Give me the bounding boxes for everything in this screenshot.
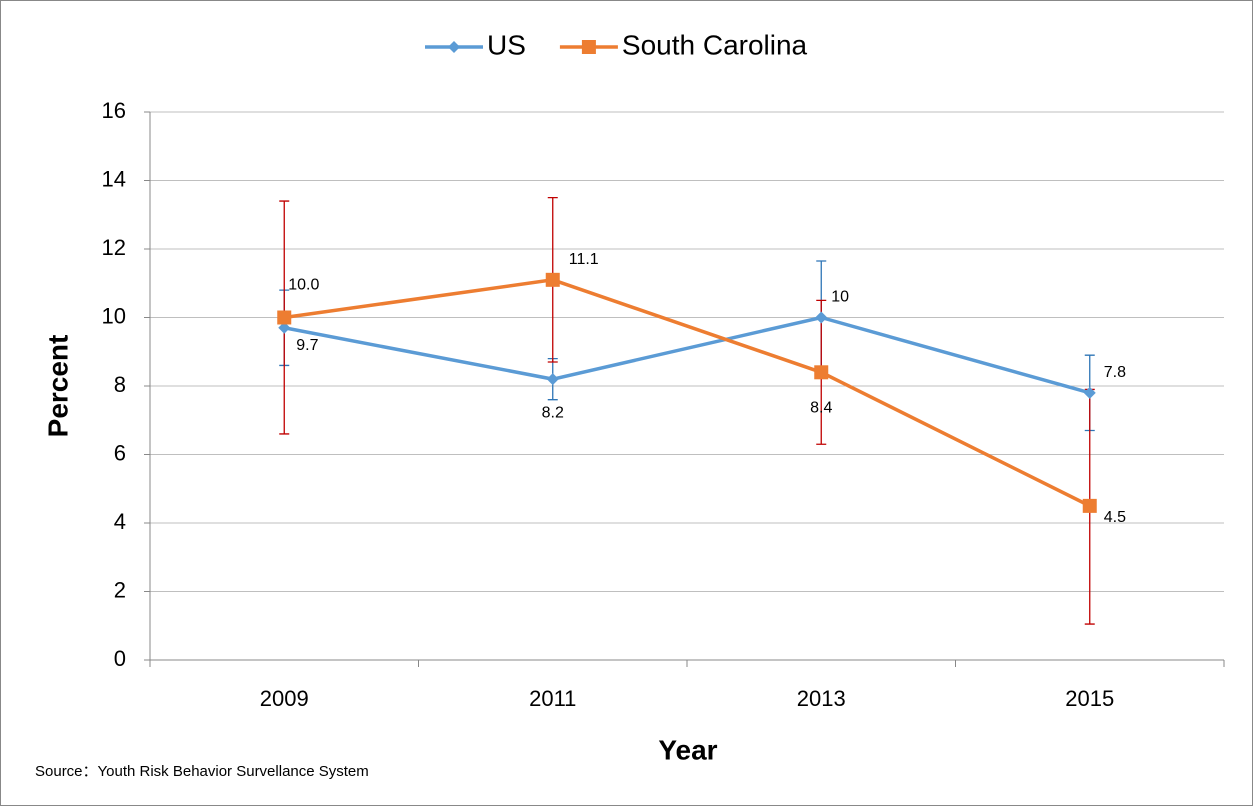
y-tick-label: 2 — [114, 577, 126, 602]
data-label: 11.1 — [569, 251, 599, 268]
y-tick-label: 8 — [114, 372, 126, 397]
x-tick-label: 2011 — [529, 686, 576, 711]
marker — [581, 40, 596, 54]
y-tick-label: 14 — [102, 166, 126, 191]
marker — [448, 41, 460, 53]
y-tick-label: 0 — [114, 646, 126, 671]
y-tick-label: 10 — [102, 303, 126, 328]
marker — [278, 321, 291, 334]
data-label: 10.0 — [288, 277, 319, 294]
marker — [545, 272, 560, 287]
marker — [546, 373, 559, 386]
data-label: 8.2 — [542, 404, 564, 421]
x-tick-label: 2013 — [797, 686, 846, 711]
data-label: 9.7 — [296, 337, 318, 354]
x-tick-label: 2009 — [260, 686, 309, 711]
marker — [1083, 386, 1096, 399]
data-label: 10 — [831, 289, 849, 306]
marker — [815, 311, 828, 324]
y-tick-label: 4 — [114, 509, 126, 534]
y-axis-title: Percent — [42, 335, 73, 438]
marker — [814, 365, 829, 380]
marker — [1082, 498, 1097, 513]
x-tick-label: 2015 — [1065, 686, 1114, 711]
y-tick-label: 16 — [102, 98, 126, 123]
legend-label: US — [487, 29, 526, 60]
data-label: 7.8 — [1104, 364, 1126, 381]
series-line — [284, 278, 1091, 508]
x-axis-title: Year — [658, 734, 717, 765]
data-label: 4.5 — [1104, 509, 1126, 526]
series-line — [283, 315, 1091, 395]
data-label: 8.4 — [810, 400, 832, 417]
source-note: Source：Youth Risk Behavior Survellance S… — [35, 763, 369, 780]
y-tick-label: 6 — [114, 440, 126, 465]
y-tick-label: 12 — [102, 235, 126, 260]
marker — [277, 310, 292, 325]
legend-label: South Carolina — [622, 29, 808, 60]
